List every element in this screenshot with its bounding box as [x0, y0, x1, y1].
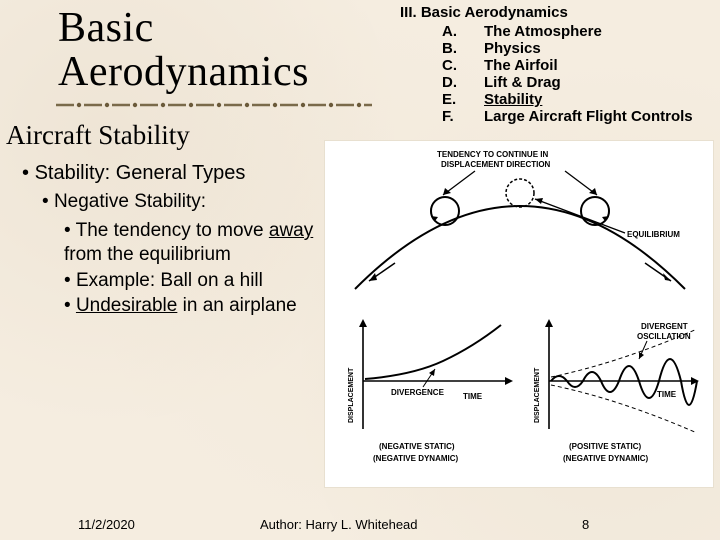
footer-author: Author: Harry L. Whitehead [260, 517, 418, 532]
outline-item-letter: D. [442, 74, 484, 91]
outline-item-letter: A. [442, 23, 484, 40]
outline-item-text: Physics [484, 40, 541, 57]
outline-item-text: The Atmosphere [484, 23, 602, 40]
right-ylabel: DISPLACEMENT [534, 367, 541, 423]
right-caption1: (POSITIVE STATIC) [569, 442, 641, 451]
outline-item-text: Stability [484, 91, 542, 108]
footer-date: 11/2/2020 [78, 517, 135, 532]
outline-item-text: Large Aircraft Flight Controls [484, 108, 693, 125]
left-caption1: (NEGATIVE STATIC) [379, 442, 455, 451]
outline-item: A.The Atmosphere [442, 23, 710, 40]
bullet-undesirable: • Undesirable in an airplane [64, 294, 332, 318]
outline-item: D.Lift & Drag [442, 74, 710, 91]
bullet-example: • Example: Ball on a hill [64, 269, 332, 293]
slide-title: Basic Aerodynamics [58, 6, 378, 94]
outline-item: B.Physics [442, 40, 710, 57]
footer-page-number: 8 [582, 517, 589, 532]
outline-item-text: The Airfoil [484, 57, 558, 74]
stability-figure: TENDENCY TO CONTINUE IN DISPLACEMENT DIR… [324, 140, 714, 488]
osc-label2: OSCILLATION [637, 332, 691, 341]
left-ylabel: DISPLACEMENT [348, 367, 355, 423]
right-caption2: (NEGATIVE DYNAMIC) [563, 454, 649, 463]
outline-item-letter: C. [442, 57, 484, 74]
outline-block: III. Basic Aerodynamics A.The Atmosphere… [400, 4, 710, 125]
right-xlabel: TIME [657, 390, 677, 399]
bullet-negative-stability: • Negative Stability: [42, 191, 332, 213]
outline-item-letter: F. [442, 108, 484, 125]
content-block: • Stability: General Types • Negative St… [22, 162, 332, 320]
outline-item: E.Stability [442, 91, 710, 108]
slide-subtitle: Aircraft Stability [6, 120, 190, 151]
outline-item: F.Large Aircraft Flight Controls [442, 108, 710, 125]
outline-item-letter: E. [442, 91, 484, 108]
outline-item-text: Lift & Drag [484, 74, 561, 91]
title-divider [56, 98, 372, 112]
left-caption2: (NEGATIVE DYNAMIC) [373, 454, 459, 463]
ball-on-hill-diagram: TENDENCY TO CONTINUE IN DISPLACEMENT DIR… [355, 150, 685, 289]
oscillation-graph: DISPLACEMENT TIME DIVERGENT OSCILLATION … [534, 319, 699, 463]
outline-item: C.The Airfoil [442, 57, 710, 74]
bullet-stability-types: • Stability: General Types [22, 162, 332, 185]
equilibrium-label: EQUILIBRIUM [627, 230, 680, 239]
left-xlabel: TIME [463, 392, 483, 401]
outline-item-letter: B. [442, 40, 484, 57]
tendency-label-1: TENDENCY TO CONTINUE IN [437, 150, 548, 159]
osc-label1: DIVERGENT [641, 322, 688, 331]
divergence-graph: DIVERGENCE DISPLACEMENT TIME (NEGATIVE S… [348, 319, 513, 463]
tendency-label-2: DISPLACEMENT DIRECTION [441, 160, 551, 169]
outline-heading: III. Basic Aerodynamics [400, 4, 710, 21]
divergence-curve-label: DIVERGENCE [391, 388, 445, 397]
bullet-tendency: • The tendency to move away from the equ… [64, 219, 332, 267]
